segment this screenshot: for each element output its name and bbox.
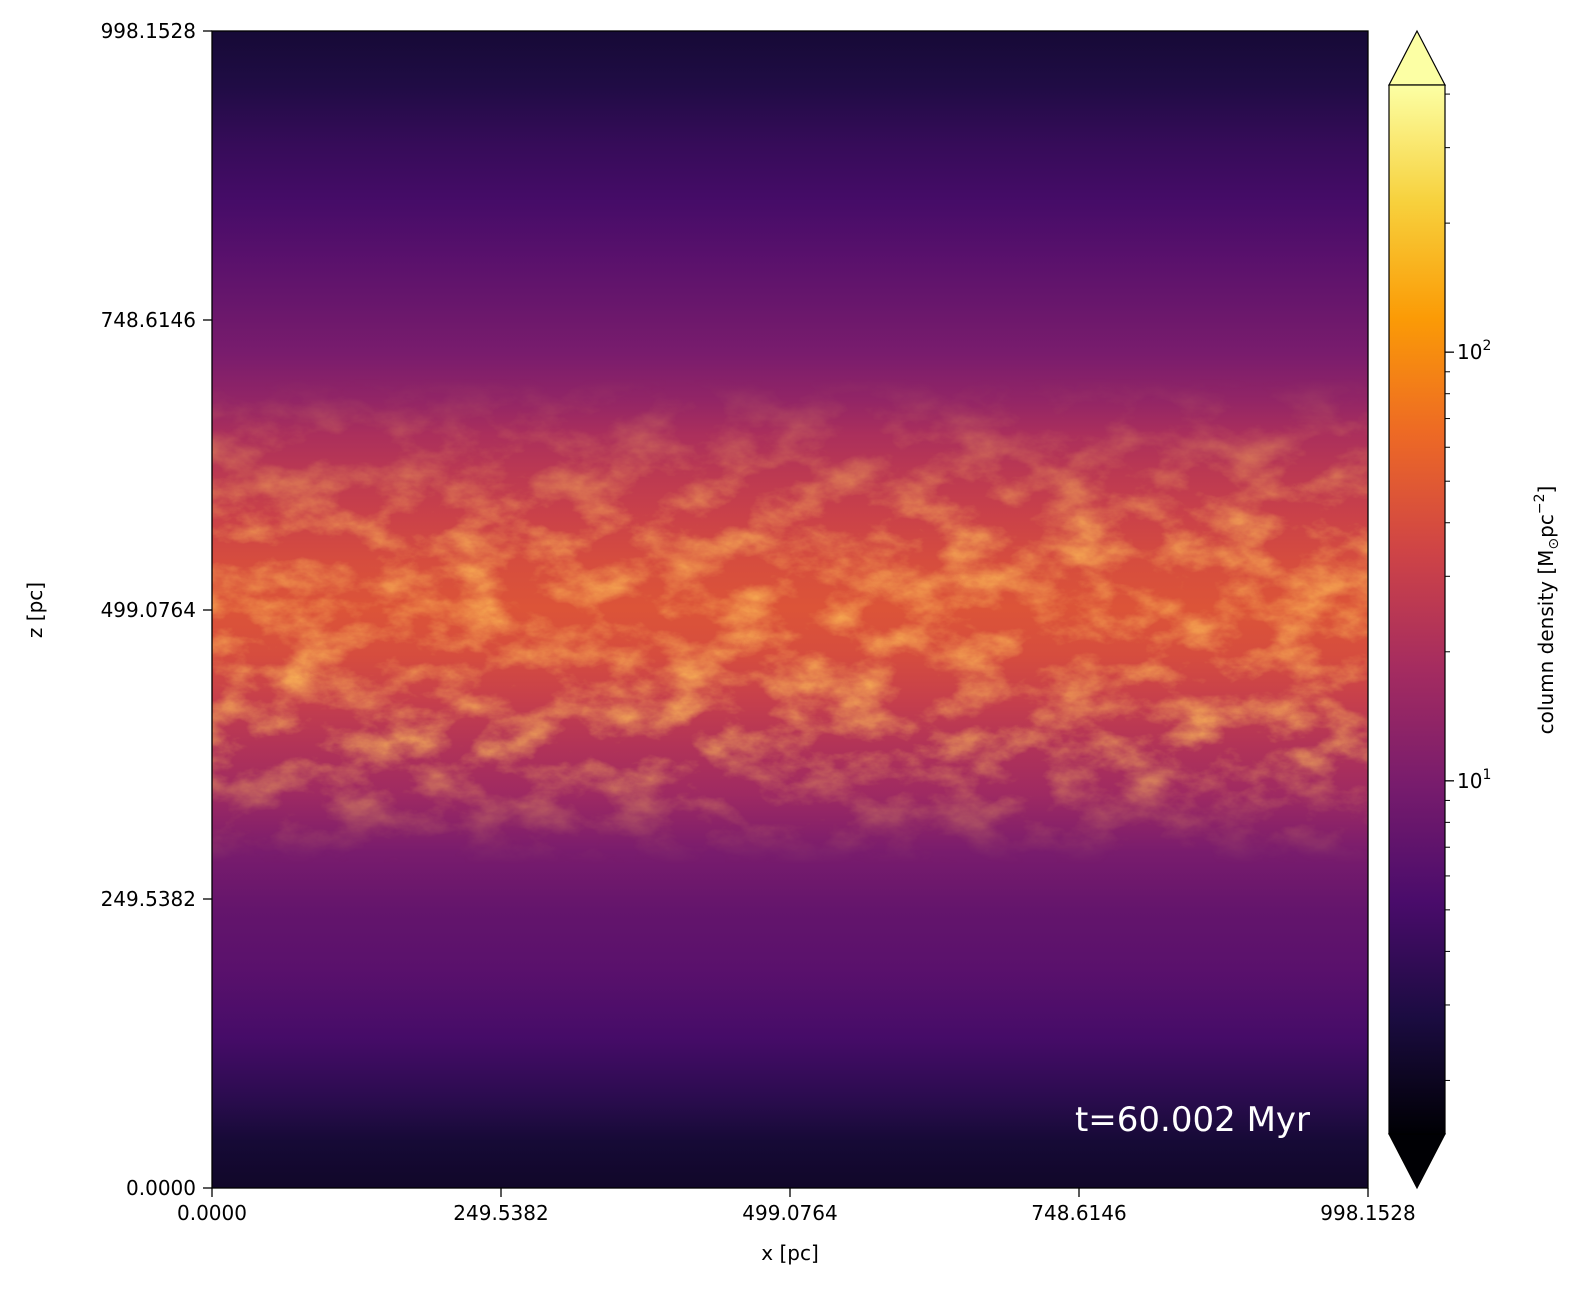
colorbar-lower-extension <box>1388 1133 1446 1190</box>
x-axis: 0.0000 249.5382 499.0764 748.6146 998.15… <box>177 1188 1416 1265</box>
y-tick-label: 748.6146 <box>101 308 196 332</box>
colorbar-label: column density [M⊙pc−2] <box>1532 486 1562 735</box>
y-tick-label: 249.5382 <box>101 887 196 911</box>
y-axis: 0.0000 249.5382 499.0764 748.6146 998.15… <box>23 19 212 1200</box>
x-tick: 998.1528 <box>1320 1188 1416 1225</box>
x-tick: 0.0000 <box>177 1188 247 1225</box>
colorbar: 101 102 column density [M⊙pc−2] <box>1388 29 1562 1190</box>
x-tick: 748.6146 <box>1031 1188 1127 1225</box>
y-tick-label: 499.0764 <box>101 598 196 622</box>
y-tick: 998.1528 <box>101 19 212 43</box>
filament-layer <box>212 31 1368 1188</box>
y-tick: 0.0000 <box>126 1176 212 1200</box>
y-tick-label: 0.0000 <box>126 1176 196 1200</box>
time-annotation: t=60.002 Myr <box>1075 1100 1310 1140</box>
y-tick: 499.0764 <box>101 598 212 622</box>
y-tick: 249.5382 <box>101 887 212 911</box>
x-tick-label: 249.5382 <box>453 1201 548 1225</box>
x-tick: 499.0764 <box>742 1188 838 1225</box>
x-tick-label: 499.0764 <box>742 1201 837 1225</box>
colorbar-upper-extension <box>1388 29 1446 86</box>
x-tick-label: 0.0000 <box>177 1201 247 1225</box>
y-axis-label: z [pc] <box>23 582 47 638</box>
heatmap-image <box>212 31 1368 1188</box>
x-tick-label: 998.1528 <box>1320 1201 1415 1225</box>
x-axis-label: x [pc] <box>761 1241 819 1265</box>
x-tick-label: 748.6146 <box>1031 1201 1126 1225</box>
colorbar-gradient <box>1388 84 1446 1135</box>
y-tick: 748.6146 <box>101 308 212 332</box>
y-tick-label: 998.1528 <box>101 19 196 43</box>
colorbar-major-tick-label: 101 <box>1457 767 1491 793</box>
colorbar-ticks <box>1445 93 1454 1081</box>
svg-text:101: 101 <box>1457 767 1491 793</box>
colorbar-major-tick-label: 102 <box>1457 338 1491 364</box>
x-tick: 249.5382 <box>453 1188 549 1225</box>
svg-text:102: 102 <box>1457 338 1491 364</box>
